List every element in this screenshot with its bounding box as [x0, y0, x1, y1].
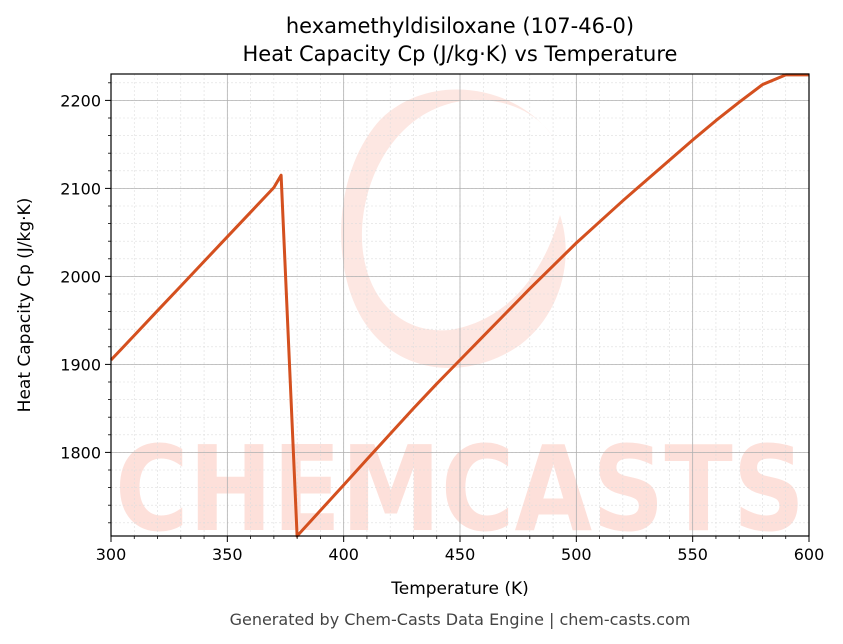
- footer-credit: Generated by Chem-Casts Data Engine | ch…: [230, 610, 691, 629]
- watermark-swirl: [341, 89, 566, 368]
- chart-title-line-1: hexamethyldisiloxane (107-46-0): [286, 14, 634, 38]
- tick-labels: 300 350 400 450 500 550 600 1800 1900 2000 2100 220…: [60, 91, 824, 564]
- y-tick-label: 2200: [60, 91, 101, 110]
- x-tick-label: 550: [677, 545, 708, 564]
- x-tick-label: 450: [445, 545, 476, 564]
- ticks: [105, 82, 810, 542]
- x-tick-label: 400: [328, 545, 359, 564]
- x-tick-label: 350: [212, 545, 243, 564]
- y-axis-label: Heat Capacity Cp (J/kg·K): [15, 198, 35, 413]
- x-axis-label: Temperature (K): [390, 579, 529, 599]
- x-tick-label: 600: [794, 545, 825, 564]
- y-tick-label: 1900: [60, 355, 101, 374]
- x-tick-label: 300: [96, 545, 127, 564]
- y-tick-label: 1800: [60, 443, 101, 462]
- series-line: [109, 73, 809, 538]
- chart-title-line-2: Heat Capacity Cp (J/kg·K) vs Temperature: [243, 42, 678, 66]
- x-tick-label: 500: [561, 545, 592, 564]
- y-tick-label: 2100: [60, 179, 101, 198]
- y-tick-label: 2000: [60, 267, 101, 286]
